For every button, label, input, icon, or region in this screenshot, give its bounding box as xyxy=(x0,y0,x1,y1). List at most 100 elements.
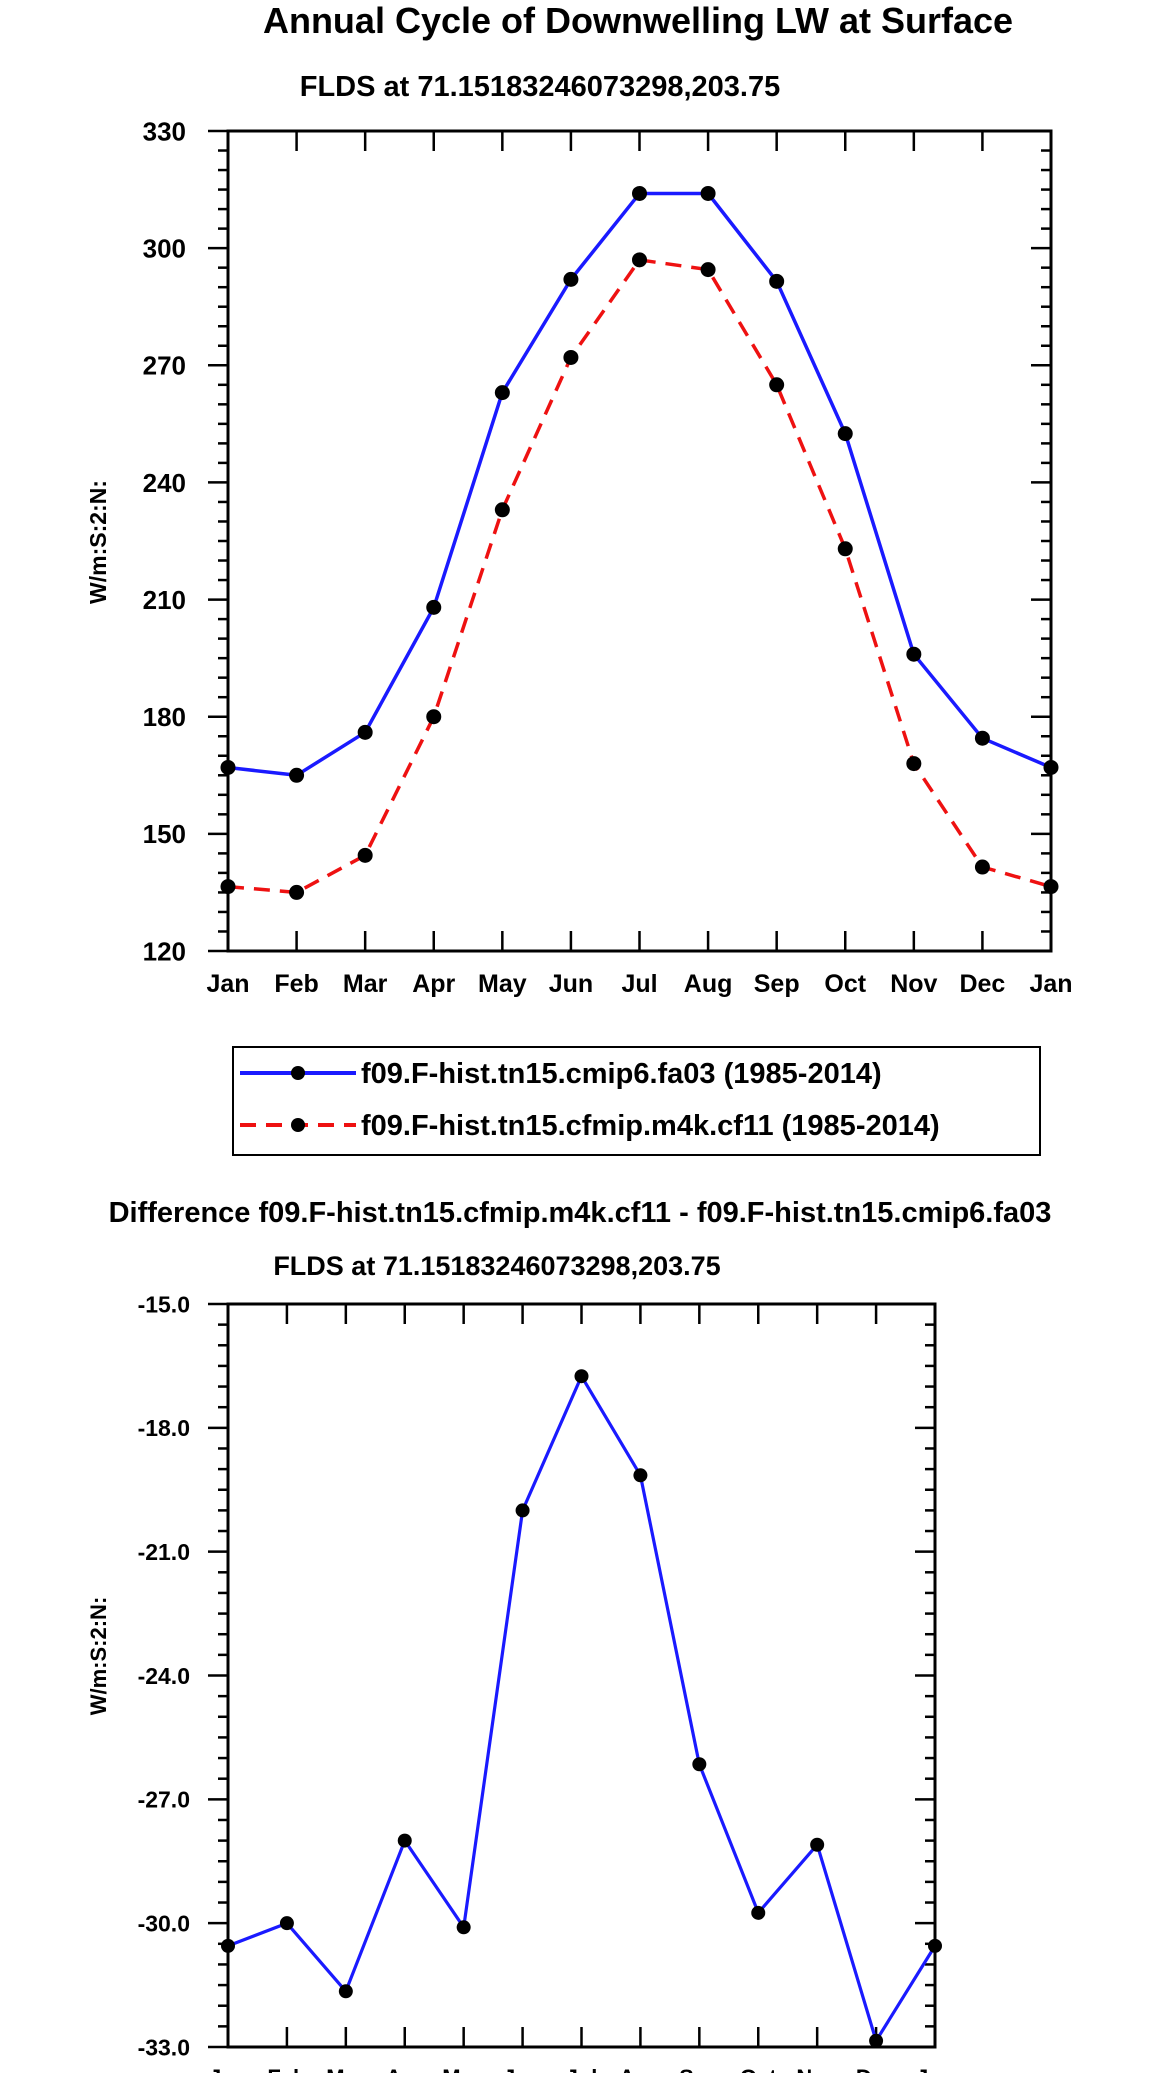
chart-1-series-1-point xyxy=(494,385,510,401)
x-tick-label: Jun xyxy=(503,2065,542,2073)
y-tick-label: 180 xyxy=(143,702,186,732)
chart-1-series-line-1 xyxy=(227,191,1052,778)
chart-2-series-1-point xyxy=(221,1938,235,1953)
x-tick-label: Jul xyxy=(566,2065,598,2073)
x-tick-label: Sep xyxy=(754,970,800,998)
chart-1-series-2-point xyxy=(426,709,442,725)
x-tick-label: Apr xyxy=(412,970,455,998)
chart-1-series-1-point xyxy=(357,724,373,740)
chart-1-series-2-point xyxy=(906,756,922,772)
chart-1-series-1-point xyxy=(632,185,647,201)
chart-2-series xyxy=(221,1369,942,2048)
chart-2-series-line-1 xyxy=(227,1374,937,2043)
legend-marker-series-1 xyxy=(291,1066,305,1080)
x-tick-label: Jan xyxy=(206,970,249,998)
chart-1-series-1-point xyxy=(906,646,922,662)
x-tick-label: Apr xyxy=(386,2065,424,2073)
legend-label-series-1: f09.F-hist.tn15.cmip6.fa03 (1985-2014) xyxy=(361,1058,882,1090)
y-tick-label: -30.0 xyxy=(138,1910,190,1936)
chart-1-series-1-point xyxy=(563,271,579,287)
y-tick-label: -18.0 xyxy=(138,1415,190,1441)
legend-box xyxy=(232,1046,1041,1156)
y-tick-label: 270 xyxy=(143,351,186,381)
x-tick-label: Nov xyxy=(796,2065,838,2073)
chart-1-series-2-point xyxy=(357,847,373,863)
chart-1-series-2-point xyxy=(632,252,647,268)
y-tick-label: 210 xyxy=(143,585,186,615)
chart-1-series-2-point xyxy=(1043,879,1059,895)
x-tick-label: Aug xyxy=(684,970,733,998)
chart-1-series-1-point xyxy=(700,185,716,201)
chart-2-series-1-point xyxy=(928,1938,942,1953)
x-tick-label: Jun xyxy=(549,970,593,998)
chart-1-title: Annual Cycle of Downwelling LW at Surfac… xyxy=(263,0,1013,41)
x-tick-label: Feb xyxy=(274,970,318,998)
chart-2-series-1-point xyxy=(397,1833,412,1848)
x-tick-label: May xyxy=(478,970,527,998)
chart-2-series-1-point xyxy=(515,1503,530,1518)
chart-1-y-ticks: 120 150 180 210 240 270 300 330 xyxy=(143,116,1051,966)
chart-2: Difference f09.F-hist.tn15.cfmip.m4k.cf1… xyxy=(86,1197,1052,2078)
chart-2-x-ticks: Jan Feb Mar Apr May Jun Jul Aug Sep Oct Nov Dec Jan xyxy=(209,1304,954,2078)
chart-1-series-1-point xyxy=(426,599,442,615)
y-tick-label: 330 xyxy=(143,116,186,146)
x-tick-label: Jan xyxy=(1029,970,1072,998)
chart-1-series-1-point xyxy=(837,426,853,442)
chart-2-series-1-point xyxy=(633,1468,648,1483)
chart-1-series-1-point xyxy=(974,730,990,746)
y-tick-label: 120 xyxy=(143,936,186,966)
chart-1-y-axis-label: W/m:S:2:N: xyxy=(85,480,111,604)
chart-1-series-line-2 xyxy=(227,258,1052,895)
chart-1: Annual Cycle of Downwelling LW at Surfac… xyxy=(85,0,1073,1156)
chart-1-x-ticks: Jan Feb Mar Apr May Jun Jul Aug Sep Oct Nov Dec Jan xyxy=(206,131,1073,998)
chart-2-plot-frame xyxy=(226,1302,937,2049)
y-tick-label: 300 xyxy=(143,234,186,264)
chart-1-legend: f09.F-hist.tn15.cmip6.fa03 (1985-2014) f… xyxy=(232,1046,1041,1156)
chart-2-series-1-point xyxy=(869,2033,884,2048)
chart-1-series xyxy=(220,185,1059,900)
legend-marker-series-2 xyxy=(291,1118,305,1132)
y-tick-label: 150 xyxy=(143,819,186,849)
x-tick-label: Nov xyxy=(890,970,937,998)
chart-2-y-axis-label: W/m:S:2:N: xyxy=(86,1597,111,1716)
chart-2-series-1-point xyxy=(810,1837,825,1852)
x-tick-label: Jul xyxy=(621,970,657,998)
chart-2-title: Difference f09.F-hist.tn15.cfmip.m4k.cf1… xyxy=(109,1197,1052,1229)
chart-2-series-1-point xyxy=(692,1757,707,1772)
y-tick-label: -21.0 xyxy=(138,1539,190,1565)
chart-1-series-2-point xyxy=(220,879,236,895)
chart-1-series-2-point xyxy=(700,262,716,278)
x-tick-label: Mar xyxy=(326,2065,366,2073)
chart-1-series-1-point xyxy=(769,273,785,289)
chart-1-series-2-point xyxy=(494,502,510,518)
x-tick-label: Feb xyxy=(267,2065,306,2073)
x-tick-label: Jan xyxy=(209,2065,247,2073)
chart-2-series-1-point xyxy=(456,1920,471,1935)
chart-2-series-1-point xyxy=(751,1905,766,1920)
y-tick-label: -27.0 xyxy=(138,1787,190,1813)
y-tick-label: -24.0 xyxy=(138,1663,190,1689)
x-tick-label: Oct xyxy=(824,970,866,998)
chart-1-series-2-point xyxy=(289,884,305,900)
chart-1-series-2-point xyxy=(837,541,853,557)
y-tick-label: -15.0 xyxy=(138,1291,190,1317)
chart-1-subtitle: FLDS at 71.15183246073298,203.75 xyxy=(300,71,780,103)
x-tick-label: Mar xyxy=(343,970,388,998)
x-tick-label: Oct xyxy=(740,2065,777,2073)
chart-2-subtitle: FLDS at 71.15183246073298,203.75 xyxy=(273,1251,720,1281)
chart-2-series-1-point xyxy=(338,1984,353,1999)
x-tick-label: Jan xyxy=(916,2065,954,2073)
x-tick-label: Dec xyxy=(959,970,1005,998)
chart-1-series-2-point xyxy=(563,349,579,365)
x-tick-label: Aug xyxy=(619,2065,662,2073)
chart-2-y-ticks: -33.0 -30.0 -27.0 -24.0 -21.0 -18.0 -15.0 xyxy=(138,1291,935,2060)
chart-2-series-1-point xyxy=(279,1916,294,1931)
chart-2-series-1-point xyxy=(574,1369,589,1384)
x-tick-label: May xyxy=(442,2065,486,2073)
legend-label-series-2: f09.F-hist.tn15.cfmip.m4k.cf11 (1985-201… xyxy=(361,1110,940,1142)
x-tick-label: Sep xyxy=(679,2065,719,2073)
y-tick-label: 240 xyxy=(143,468,186,498)
chart-1-series-1-point xyxy=(220,759,236,775)
chart-1-series-1-point xyxy=(289,767,305,783)
